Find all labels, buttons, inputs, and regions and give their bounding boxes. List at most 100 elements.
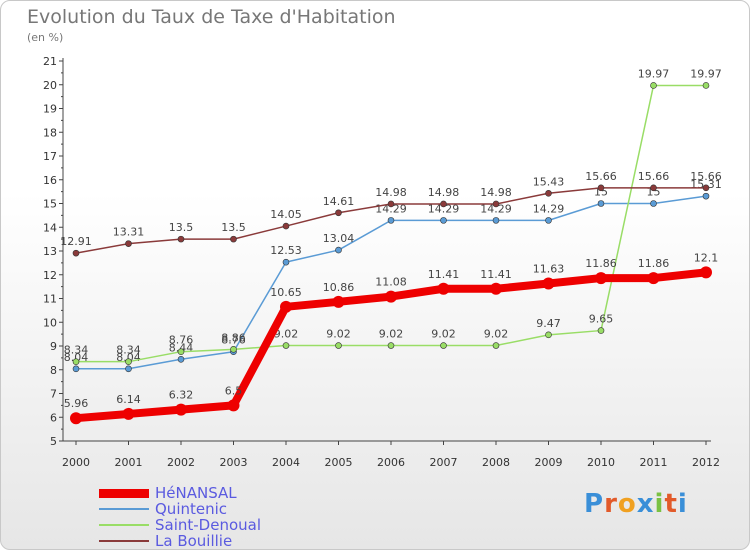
x-tick-label: 2008 (482, 456, 510, 469)
data-point (490, 282, 502, 295)
y-tick-label: 16 (43, 174, 57, 187)
legend-item: La Bouillie (99, 533, 261, 549)
data-point (280, 300, 292, 313)
logo-letter: i (654, 489, 665, 519)
data-label: 13.5 (221, 221, 246, 234)
data-point (387, 342, 395, 349)
x-tick-label: 2005 (325, 456, 353, 469)
data-point (597, 200, 605, 207)
data-label: 13.31 (113, 226, 145, 239)
legend-label: HéNANSAL (155, 484, 237, 502)
data-label: 8.76 (221, 334, 246, 347)
data-point (282, 222, 290, 230)
data-label: 8.34 (64, 344, 89, 357)
legend-item: Quintenic (99, 501, 261, 517)
x-tick-label: 2007 (430, 456, 458, 469)
legend-label: Quintenic (155, 500, 228, 518)
data-point (647, 272, 660, 285)
data-point (227, 399, 240, 412)
data-point (385, 290, 397, 303)
data-label: 8.86 (221, 331, 246, 344)
x-tick-label: 2010 (587, 456, 615, 469)
data-label: 9.02 (379, 328, 404, 341)
data-label: 14.98 (480, 186, 512, 199)
data-label: 13.04 (323, 232, 355, 245)
data-label: 12.53 (270, 244, 302, 257)
data-label: 15.43 (533, 175, 565, 188)
x-tick-label: 2003 (220, 456, 248, 469)
y-tick-label: 8 (50, 364, 57, 377)
chart-subtitle: (en %) (27, 31, 64, 44)
data-label: 15.66 (690, 170, 722, 183)
data-label: 6.32 (169, 389, 194, 402)
legend: HéNANSAL Quintenic Saint-Denoual La Bouilli… (99, 485, 261, 549)
data-point (700, 266, 712, 279)
data-point (177, 348, 185, 356)
chart-title: Evolution du Taux de Taxe d'Habitation (27, 6, 396, 28)
data-point (125, 240, 132, 247)
data-point (650, 184, 657, 192)
x-tick-label: 2004 (272, 456, 300, 469)
data-label: 15.66 (585, 170, 617, 183)
data-point (72, 365, 80, 373)
legend-swatch (99, 508, 149, 510)
x-tick-label: 2011 (640, 456, 668, 469)
legend-swatch (99, 540, 149, 542)
data-point (440, 217, 447, 224)
data-point (492, 217, 500, 224)
logo-letter: r (604, 489, 618, 519)
data-label: 11.08 (375, 276, 407, 289)
data-point (545, 189, 552, 197)
legend-swatch (99, 488, 149, 498)
y-tick-label: 7 (50, 388, 57, 401)
data-label: 14.05 (270, 208, 302, 221)
data-point (177, 235, 185, 243)
data-label: 14.98 (375, 186, 407, 199)
data-label: 14.61 (323, 195, 355, 208)
x-tick-label: 2009 (535, 456, 563, 469)
data-point (230, 346, 237, 353)
y-tick-label: 13 (43, 245, 57, 258)
legend-swatch (99, 524, 149, 526)
data-label: 11.63 (533, 263, 565, 276)
series-saint-denoual: 8.34 8.348.76 8.86 9.02 9.02 9.02 9.02 9.029.47… (64, 67, 722, 365)
data-label: 9.02 (326, 328, 351, 341)
data-point (282, 258, 290, 266)
data-label: 9.02 (484, 328, 509, 341)
legend-item: Saint-Denoual (99, 517, 261, 533)
x-tick-label: 2000 (62, 456, 90, 469)
data-label: 11.86 (638, 257, 670, 270)
data-label: 15.66 (638, 170, 670, 183)
x-tick-label: 2002 (167, 456, 195, 469)
data-point (597, 327, 605, 334)
data-label: 8.04 (64, 351, 89, 364)
y-tick-label: 10 (43, 316, 57, 329)
y-tick-label: 9 (50, 340, 57, 353)
data-point (440, 200, 447, 208)
data-point (72, 358, 80, 365)
data-point (72, 249, 80, 257)
data-point (335, 246, 342, 254)
proxiti-logo: Proxiti (584, 489, 688, 519)
data-point (492, 200, 500, 208)
data-label: 14.29 (428, 202, 460, 215)
series-la-bouillie: 12.91 13.31 13.5 13.5 14.05 14.61 14.98 14.98 14… (60, 170, 722, 257)
data-label: 9.47 (536, 317, 561, 330)
legend-label: La Bouillie (155, 532, 233, 550)
data-point (595, 272, 607, 285)
data-point (335, 209, 342, 217)
data-point (702, 82, 710, 89)
data-label: 19.97 (638, 67, 670, 80)
data-label: 6.5 (225, 384, 243, 397)
data-label: 14.98 (428, 186, 460, 199)
data-point (175, 403, 187, 416)
data-point (650, 82, 657, 89)
data-label: 13.5 (169, 221, 194, 234)
data-label: 5.96 (64, 397, 89, 410)
data-label: 8.34 (116, 344, 141, 357)
data-label: 19.97 (690, 67, 722, 80)
logo-letter: P (584, 489, 605, 519)
